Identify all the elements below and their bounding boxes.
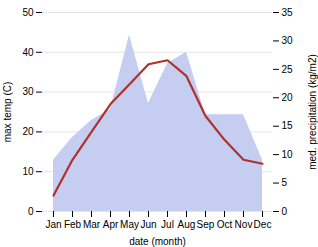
svg-text:30: 30	[282, 35, 294, 46]
svg-text:50: 50	[22, 7, 34, 18]
svg-text:30: 30	[22, 86, 34, 97]
svg-text:max temp (C): max temp (C)	[2, 82, 13, 143]
svg-text:25: 25	[282, 64, 294, 75]
svg-text:date (month): date (month)	[129, 236, 186, 247]
svg-text:Aug: Aug	[178, 219, 196, 230]
svg-text:20: 20	[282, 92, 294, 103]
svg-text:20: 20	[22, 126, 34, 137]
svg-text:Jun: Jun	[140, 219, 156, 230]
svg-text:Apr: Apr	[103, 219, 119, 230]
svg-text:Mar: Mar	[83, 219, 101, 230]
svg-text:15: 15	[282, 120, 294, 131]
svg-text:0: 0	[282, 206, 288, 217]
svg-text:med. precipitation (kg/m2): med. precipitation (kg/m2)	[307, 54, 318, 170]
svg-text:Dec: Dec	[254, 219, 272, 230]
svg-text:Sep: Sep	[197, 219, 215, 230]
svg-text:5: 5	[282, 177, 288, 188]
svg-text:10: 10	[282, 149, 294, 160]
svg-text:Jul: Jul	[161, 219, 174, 230]
svg-text:May: May	[120, 219, 139, 230]
svg-text:Nov: Nov	[235, 219, 253, 230]
svg-text:Oct: Oct	[217, 219, 233, 230]
svg-text:Jan: Jan	[45, 219, 61, 230]
svg-text:0: 0	[28, 206, 34, 217]
svg-text:Feb: Feb	[64, 219, 82, 230]
svg-text:40: 40	[22, 47, 34, 58]
svg-text:35: 35	[282, 7, 294, 18]
svg-text:10: 10	[22, 166, 34, 177]
